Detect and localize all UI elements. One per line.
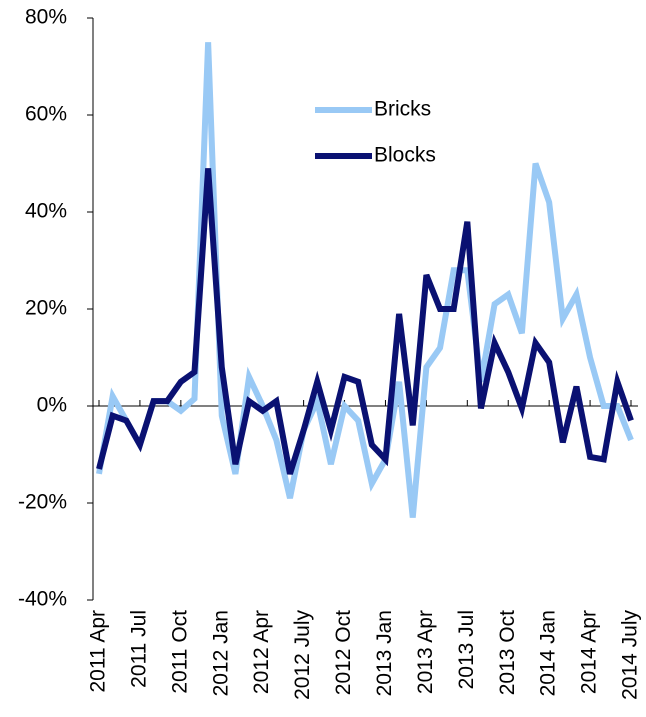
- y-tick-label: -40%: [18, 588, 67, 611]
- x-tick-label: 2014 Jan: [537, 610, 560, 696]
- x-tick-label: 2011 Apr: [87, 610, 110, 693]
- y-tick-label: 40%: [25, 200, 67, 223]
- x-tick-label: 2013 Oct: [496, 610, 519, 695]
- y-tick-label: 20%: [25, 297, 67, 320]
- x-tick-label: 2011 Oct: [168, 610, 191, 694]
- legend-label: Blocks: [374, 144, 436, 167]
- y-tick-label: 80%: [25, 6, 67, 29]
- x-tick-label: 2012 July: [291, 610, 314, 700]
- x-tick-label: 2011 Jul: [127, 610, 150, 688]
- series-line: [96, 42, 634, 518]
- x-tick-label: 2012 Apr: [250, 610, 273, 694]
- y-tick-label: 60%: [25, 103, 67, 126]
- x-tick-label: 2012 Oct: [332, 610, 355, 695]
- x-tick-label: 2014 July: [619, 610, 642, 700]
- x-tick-label: 2013 Jan: [373, 610, 396, 696]
- x-tick-label: 2014 Apr: [578, 610, 601, 694]
- y-tick-label: -20%: [18, 491, 67, 514]
- series-line: [96, 168, 634, 475]
- legend-label: Bricks: [374, 98, 431, 121]
- x-tick-label: 2013 Jul: [455, 610, 478, 689]
- y-tick-label: 0%: [37, 394, 67, 417]
- x-tick-label: 2012 Jan: [209, 610, 232, 696]
- x-tick-label: 2013 Apr: [414, 610, 437, 694]
